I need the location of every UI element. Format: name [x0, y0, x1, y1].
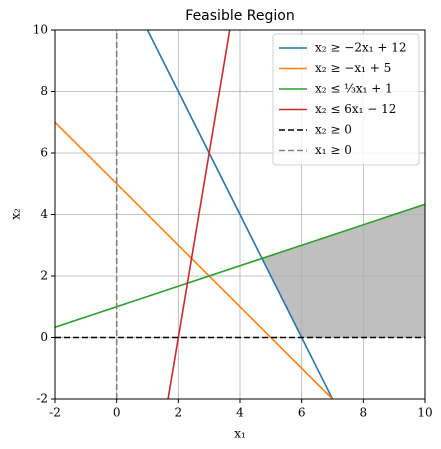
- x-tick-label: 6: [298, 406, 306, 420]
- y-tick-label: 2: [40, 269, 48, 283]
- legend-label: x₂ ≥ −2x₁ + 12: [315, 41, 406, 55]
- series-line: [167, 30, 231, 399]
- legend-label: x₂ ≥ −x₁ + 5: [315, 61, 391, 75]
- y-axis-label: x₂: [9, 208, 23, 220]
- y-tick-label: 4: [40, 207, 48, 221]
- x-tick-label: -2: [49, 406, 61, 420]
- x-tick-label: 10: [417, 406, 432, 420]
- x-tick-label: 8: [360, 406, 368, 420]
- legend-label: x₁ ≥ 0: [315, 143, 352, 157]
- series-line: [55, 121, 334, 399]
- y-tick-label: -2: [36, 392, 48, 406]
- legend-label: x₂ ≤ 6x₁ − 12: [315, 102, 396, 116]
- y-tick-label: 8: [40, 84, 48, 98]
- y-tick-label: 10: [33, 23, 48, 37]
- plot-frame: [54, 29, 426, 400]
- legend-label: x₂ ≤ ⅓x₁ + 1: [315, 82, 393, 96]
- y-tick-label: 0: [40, 330, 48, 344]
- x-tick-label: 2: [175, 406, 183, 420]
- x-axis-label: x₁: [234, 427, 246, 441]
- legend-box: [272, 33, 420, 166]
- x-tick-label: 0: [113, 406, 121, 420]
- legend-label: x₂ ≥ 0: [315, 123, 352, 137]
- feasible-region: [262, 204, 425, 338]
- x-tick-label: 4: [236, 406, 244, 420]
- y-tick-label: 6: [40, 146, 48, 160]
- chart-title: Feasible Region: [185, 8, 294, 24]
